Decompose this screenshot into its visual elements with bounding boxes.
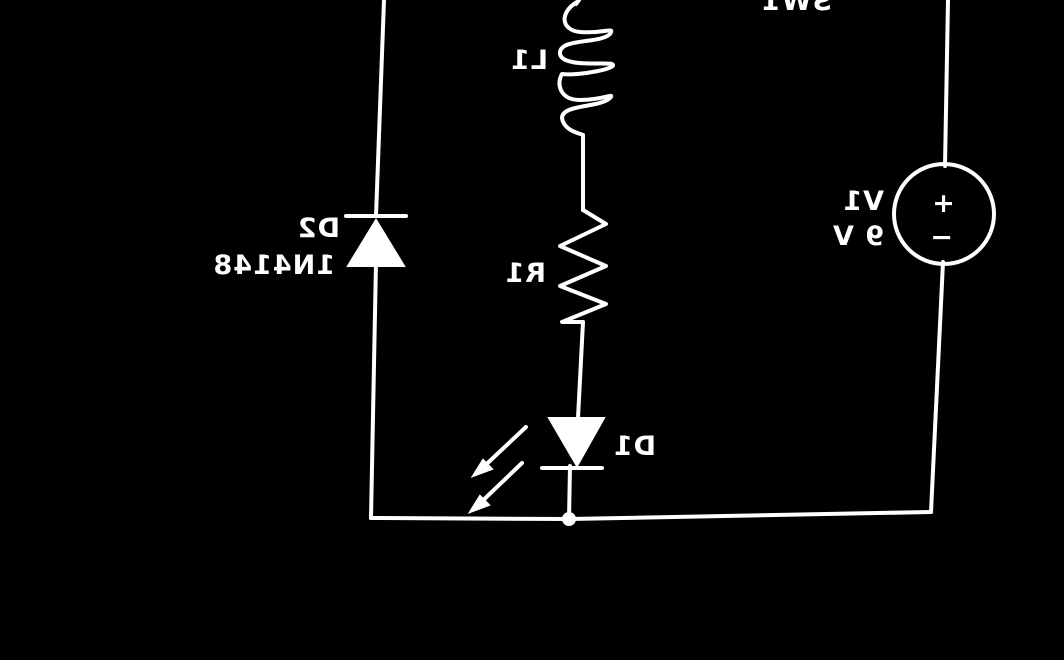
source-minus-sign: − <box>930 222 954 253</box>
source-value-label: 9 V <box>832 221 884 252</box>
switch-sw1: SW1 <box>761 0 832 17</box>
diode-value-label: 1N4148 <box>212 250 335 281</box>
resistor-r1: R1 <box>504 208 608 324</box>
switch-label: SW1 <box>761 0 832 17</box>
led-label: D1 <box>613 431 656 462</box>
inductor-label: L1 <box>510 45 548 76</box>
voltage-source-v1: + − V1 9 V <box>832 162 996 266</box>
resistor-label: R1 <box>504 258 546 289</box>
bottom-wire <box>369 510 933 521</box>
diode-ref-label: D2 <box>297 213 340 244</box>
source-plus-sign: + <box>932 188 956 219</box>
diode-body-icon <box>346 218 406 267</box>
source-ref-label: V1 <box>842 186 884 217</box>
junction-dot <box>562 512 576 526</box>
diode-d2: D2 1N4148 <box>212 213 408 281</box>
wires <box>369 0 950 521</box>
left-wire <box>369 0 386 520</box>
source-circle <box>892 162 996 266</box>
light-arrows-icon <box>467 425 528 514</box>
led-d1: D1 <box>467 417 656 514</box>
inductor-l1: L1 <box>510 0 615 137</box>
led-body-icon <box>547 417 606 469</box>
center-wire <box>567 133 585 521</box>
right-wire <box>929 0 950 514</box>
